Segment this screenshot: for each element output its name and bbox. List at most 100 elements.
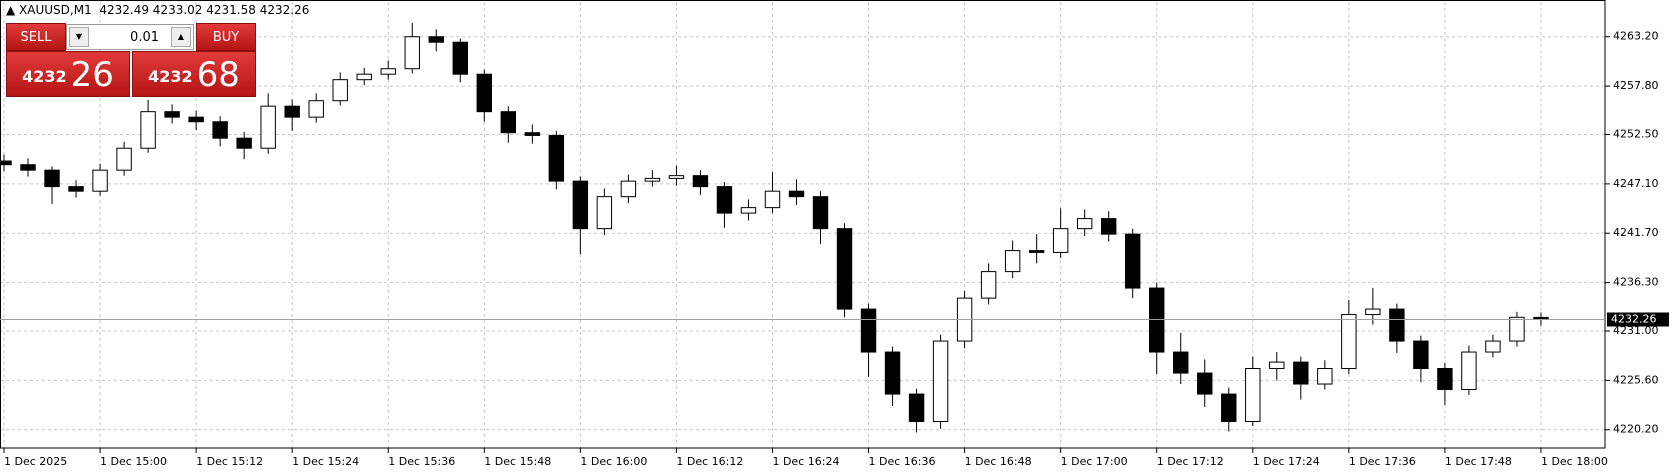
candle-body bbox=[1341, 314, 1357, 369]
x-tick-label: 1 Dec 16:48 bbox=[965, 455, 1032, 468]
y-tick-label: 4220.20 bbox=[1613, 423, 1659, 436]
header-icon: ▲ bbox=[6, 3, 20, 17]
candle-body bbox=[212, 121, 228, 139]
x-tick-label: 1 Dec 18:00 bbox=[1541, 455, 1608, 468]
sell-button[interactable]: SELL bbox=[6, 23, 66, 51]
candle-body bbox=[764, 190, 781, 209]
candle-body bbox=[716, 186, 733, 214]
y-tick-label: 4225.60 bbox=[1613, 373, 1659, 386]
y-tick-label: 4231.00 bbox=[1613, 324, 1659, 337]
candle-body bbox=[548, 134, 565, 182]
candle-body bbox=[788, 190, 805, 198]
candle-body bbox=[476, 73, 493, 113]
candle-body bbox=[92, 169, 108, 192]
candle-body bbox=[932, 340, 949, 422]
sell-price[interactable]: 4232 26 bbox=[6, 51, 130, 97]
x-tick-label: 1 Dec 15:12 bbox=[196, 455, 263, 468]
candle-body bbox=[404, 36, 420, 70]
x-tick-label: 1 Dec 15:00 bbox=[100, 455, 167, 468]
x-tick-label: 1 Dec 15:24 bbox=[292, 455, 359, 468]
candle-body bbox=[188, 116, 204, 123]
volume-box[interactable]: ▼ 0.01 ▲ bbox=[66, 24, 194, 50]
candle-body bbox=[1365, 308, 1381, 316]
x-tick-label: 1 Dec 16:12 bbox=[676, 455, 743, 468]
sell-price-big: 4232 bbox=[22, 67, 67, 86]
x-tick-label: 1 Dec 17:36 bbox=[1349, 455, 1416, 468]
x-tick-label: 1 Dec 2025 bbox=[4, 455, 67, 468]
header-close: 4232.26 bbox=[259, 3, 310, 17]
candle-body bbox=[644, 177, 661, 182]
header-high: 4233.02 bbox=[152, 3, 203, 17]
candle-body bbox=[428, 36, 444, 43]
candle-body bbox=[836, 228, 853, 310]
candle-body bbox=[1197, 372, 1213, 395]
candle-body bbox=[1173, 351, 1189, 374]
candle-body bbox=[68, 186, 84, 192]
candle-body bbox=[116, 147, 132, 171]
x-tick-label: 1 Dec 16:24 bbox=[772, 455, 839, 468]
candle-body bbox=[524, 132, 541, 136]
y-tick-label: 4257.80 bbox=[1613, 79, 1659, 92]
candle-body bbox=[1004, 250, 1021, 273]
last-price-box bbox=[1607, 312, 1669, 327]
candle-body bbox=[0, 160, 12, 166]
candle-body bbox=[284, 105, 300, 118]
candle-body bbox=[1317, 367, 1333, 385]
candle-body bbox=[1485, 340, 1501, 353]
candle-body bbox=[1389, 308, 1405, 342]
candle-body bbox=[1461, 351, 1477, 391]
candle-body bbox=[572, 180, 589, 230]
chart-header: ▲ XAUUSD,M1 4232.49 4233.02 4231.58 4232… bbox=[6, 3, 309, 17]
buy-label: BUY bbox=[212, 29, 240, 45]
last-price-label: 4232.26 bbox=[1611, 313, 1657, 326]
x-tick-label: 1 Dec 15:48 bbox=[484, 455, 551, 468]
volume-down[interactable]: ▼ bbox=[69, 27, 89, 47]
header-low: 4231.58 bbox=[206, 3, 256, 17]
candle-body bbox=[596, 196, 613, 230]
candle-body bbox=[812, 196, 829, 230]
candle-body bbox=[1028, 250, 1045, 253]
candle-body bbox=[740, 207, 757, 214]
sell-price-small: 26 bbox=[70, 55, 114, 95]
candle-body bbox=[1269, 361, 1285, 369]
candle-body bbox=[236, 137, 252, 149]
candle-body bbox=[164, 111, 180, 118]
x-tick-label: 1 Dec 17:00 bbox=[1061, 455, 1128, 468]
candle-body bbox=[1125, 233, 1141, 289]
candle-body bbox=[620, 180, 637, 198]
candle-body bbox=[260, 105, 276, 149]
candle-body bbox=[1221, 393, 1237, 422]
x-tick-label: 1 Dec 15:36 bbox=[388, 455, 455, 468]
x-tick-label: 1 Dec 17:12 bbox=[1157, 455, 1224, 468]
y-tick-label: 4263.20 bbox=[1613, 30, 1659, 43]
y-tick-label: 4236.30 bbox=[1613, 276, 1659, 289]
volume: 0.01 bbox=[130, 30, 159, 45]
candle-body bbox=[980, 271, 997, 299]
candle-body bbox=[1076, 218, 1093, 230]
candle-body bbox=[356, 73, 372, 81]
symbol: XAUUSD,M1 bbox=[19, 3, 92, 17]
x-tick-label: 1 Dec 17:24 bbox=[1253, 455, 1320, 468]
candle-body bbox=[692, 175, 709, 188]
header-open: 4232.49 bbox=[99, 3, 149, 17]
candle-body bbox=[1245, 367, 1261, 422]
candle-body bbox=[140, 111, 156, 149]
candle-body bbox=[500, 111, 517, 134]
candle-body bbox=[908, 393, 925, 422]
candle-body bbox=[860, 308, 877, 353]
candle-body bbox=[884, 351, 901, 395]
y-tick-label: 4241.70 bbox=[1613, 226, 1659, 239]
candle-body bbox=[1100, 218, 1117, 235]
candle-body bbox=[380, 68, 396, 75]
buy-price-big: 4232 bbox=[148, 67, 193, 86]
candle-body bbox=[308, 100, 324, 118]
buy-price[interactable]: 4232 68 bbox=[132, 51, 256, 97]
y-tick-label: 4252.50 bbox=[1613, 128, 1659, 141]
volume-up[interactable]: ▲ bbox=[171, 27, 191, 47]
candle-body bbox=[452, 41, 468, 75]
candle-body bbox=[1149, 287, 1165, 353]
buy-button[interactable]: BUY bbox=[196, 23, 256, 51]
candle-body bbox=[332, 79, 348, 102]
